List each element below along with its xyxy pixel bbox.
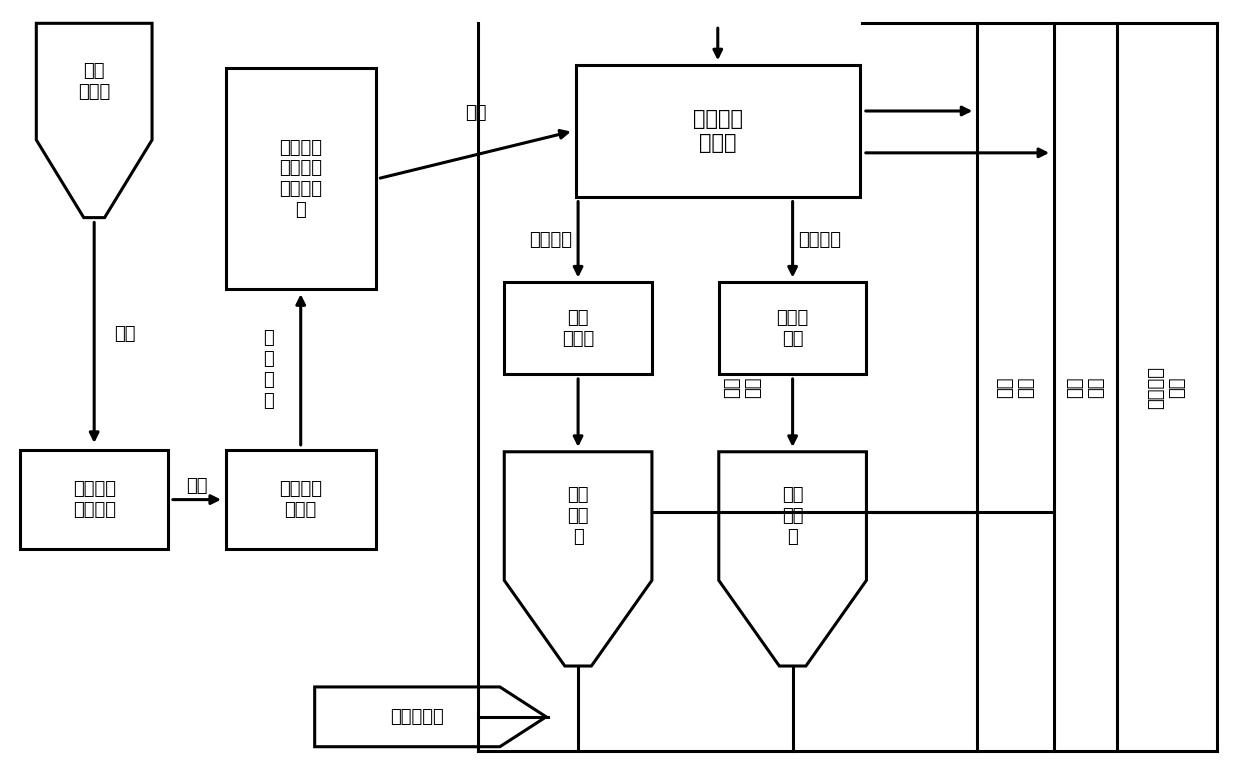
Text: 流量
反馈: 流量 反馈 bbox=[996, 376, 1035, 398]
Text: 流量
反馈: 流量 反馈 bbox=[1066, 376, 1105, 398]
Text: 控制电压: 控制电压 bbox=[799, 231, 842, 249]
Text: 电流: 电流 bbox=[465, 104, 486, 122]
Text: 流量
控制阀: 流量 控制阀 bbox=[562, 308, 594, 347]
Polygon shape bbox=[36, 23, 153, 217]
Text: 车速: 车速 bbox=[186, 477, 207, 495]
Polygon shape bbox=[719, 452, 867, 666]
Text: 燃料电池
电化学输
出特性模
型: 燃料电池 电化学输 出特性模 型 bbox=[279, 139, 322, 219]
Bar bbox=[226, 68, 376, 289]
Text: 车速: 车速 bbox=[114, 325, 135, 343]
Bar bbox=[719, 282, 867, 374]
Text: 流量
传感
器: 流量 传感 器 bbox=[568, 486, 589, 546]
Text: 控制电压: 控制电压 bbox=[529, 231, 572, 249]
Text: 车辆动力
学模型: 车辆动力 学模型 bbox=[279, 480, 322, 519]
Text: 氢气循
环泵: 氢气循 环泵 bbox=[776, 308, 808, 347]
Bar bbox=[226, 449, 376, 549]
Text: 流量
反馈: 流量 反馈 bbox=[723, 376, 763, 398]
Text: 深度学习
车速预测: 深度学习 车速预测 bbox=[73, 480, 115, 519]
Bar bbox=[575, 65, 861, 196]
Text: 阳极压力
反馈: 阳极压力 反馈 bbox=[1147, 365, 1187, 408]
Bar bbox=[505, 282, 652, 374]
Text: 模型预测
控制器: 模型预测 控制器 bbox=[693, 109, 743, 153]
Polygon shape bbox=[315, 687, 546, 747]
Text: 车速
传感器: 车速 传感器 bbox=[78, 62, 110, 101]
Polygon shape bbox=[505, 452, 652, 666]
Text: 需
求
功
率: 需 求 功 率 bbox=[263, 330, 274, 410]
Text: 流量
传感
器: 流量 传感 器 bbox=[782, 486, 804, 546]
Text: 压力传感器: 压力传感器 bbox=[389, 708, 444, 726]
Bar bbox=[20, 449, 167, 549]
